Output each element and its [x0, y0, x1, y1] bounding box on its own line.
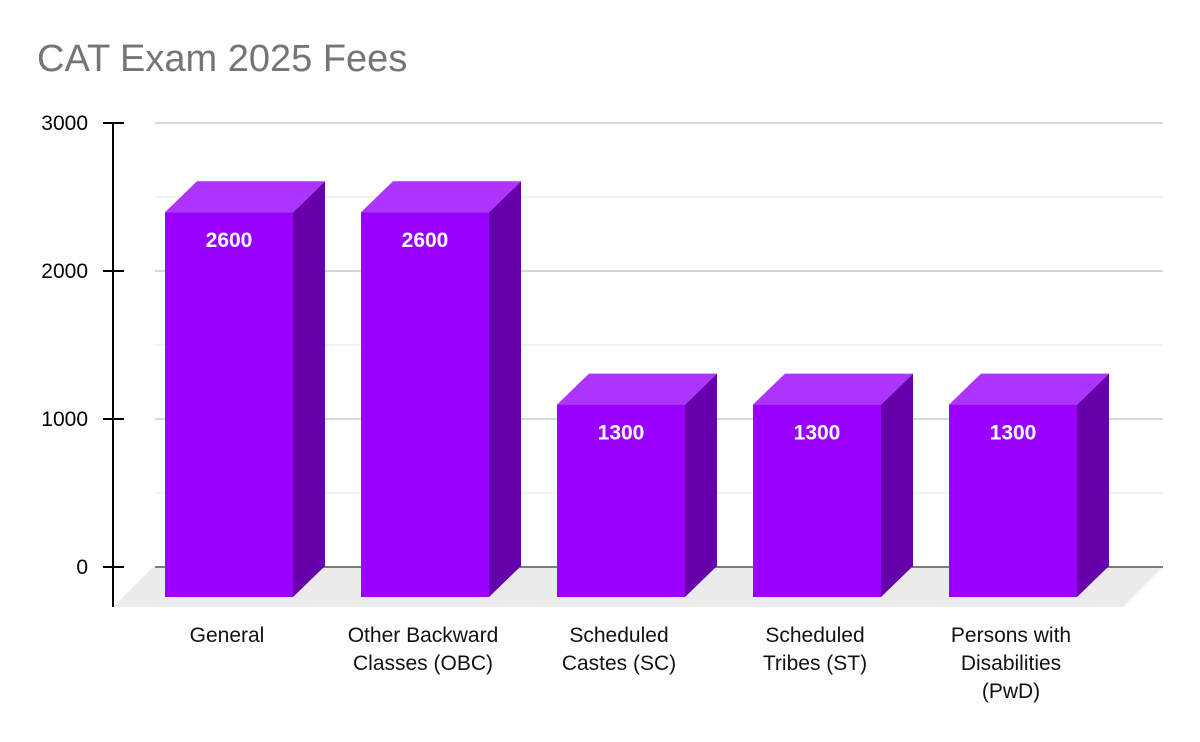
bar-side — [685, 373, 717, 597]
category-labels: General Other Backward Classes (OBC) Schedu… — [190, 624, 1071, 703]
bar-side — [489, 181, 521, 597]
bar-group: 1300 — [557, 373, 717, 597]
x-category-label: Persons with Disabilities (PwD) — [951, 624, 1071, 703]
bar — [361, 212, 489, 597]
bar-top — [557, 373, 717, 405]
bar-side — [881, 373, 913, 597]
y-tick-label: 0 — [76, 556, 88, 579]
y-tick-label: 1000 — [41, 408, 88, 431]
bar-group: 1300 — [949, 373, 1109, 597]
y-tick-label: 3000 — [41, 112, 88, 135]
bar-group: 2600 — [361, 181, 521, 597]
data-label: 1300 — [990, 422, 1037, 445]
chart-title: CAT Exam 2025 Fees — [37, 38, 408, 80]
x-category-label-line: (PwD) — [982, 680, 1040, 703]
data-label: 1300 — [794, 422, 841, 445]
data-label: 2600 — [206, 229, 253, 252]
x-category-label-line: Classes (OBC) — [353, 652, 493, 675]
bar-top — [165, 181, 325, 213]
x-category-label-line: Scheduled — [569, 624, 668, 647]
bar-top — [949, 373, 1109, 405]
data-label: 1300 — [598, 422, 645, 445]
bar — [165, 212, 293, 597]
bar — [557, 404, 685, 597]
data-label: 2600 — [402, 229, 449, 252]
x-category-label-line: Castes (SC) — [562, 652, 676, 675]
bar — [753, 404, 881, 597]
x-category-label: General — [190, 624, 265, 647]
bar-side — [293, 181, 325, 597]
x-category-label-line: Persons with — [951, 624, 1071, 647]
x-category-label: Other Backward Classes (OBC) — [348, 624, 499, 675]
y-axis: 0 1000 2000 3000 — [41, 112, 124, 607]
bar-side — [1077, 373, 1109, 597]
bar-group: 1300 — [753, 373, 913, 597]
x-category-label-line: Scheduled — [765, 624, 864, 647]
x-category-label: Scheduled Castes (SC) — [562, 624, 676, 675]
x-category-label-line: Tribes (ST) — [763, 652, 867, 675]
bar-top — [361, 181, 521, 213]
x-category-label-line: General — [190, 624, 265, 647]
bar — [949, 404, 1077, 597]
bar-top — [753, 373, 913, 405]
bars: 2600 2600 1300 1300 1300 — [165, 181, 1109, 597]
bar-group: 2600 — [165, 181, 325, 597]
x-category-label: Scheduled Tribes (ST) — [763, 624, 867, 675]
x-category-label-line: Disabilities — [961, 652, 1061, 675]
y-tick-label: 2000 — [41, 260, 88, 283]
x-category-label-line: Other Backward — [348, 624, 499, 647]
